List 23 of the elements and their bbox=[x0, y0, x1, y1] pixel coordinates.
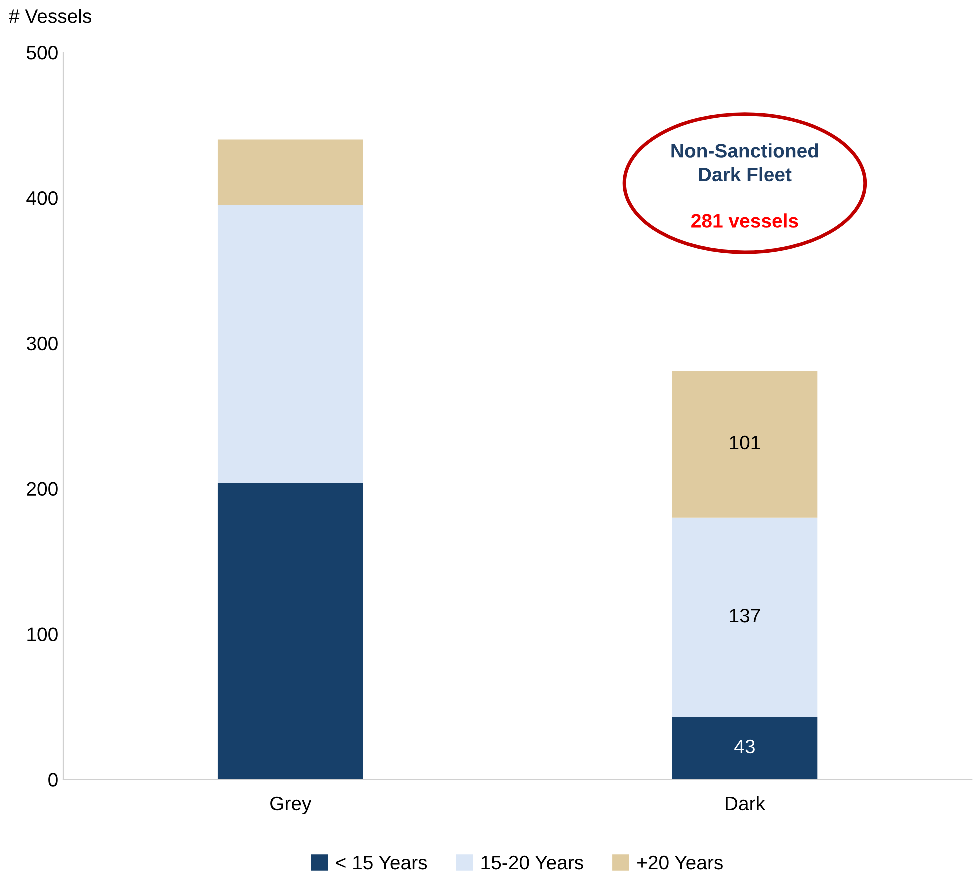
x-tick-label: Dark bbox=[726, 796, 766, 811]
y-tick-label: 300 bbox=[26, 336, 58, 351]
y-tick-label: 500 bbox=[26, 46, 58, 60]
bar bbox=[218, 482, 364, 780]
bar bbox=[672, 518, 818, 718]
data-label: 43 bbox=[734, 740, 755, 754]
data-label: 101 bbox=[730, 436, 760, 450]
legend-label: 15-20 Years bbox=[482, 856, 584, 870]
bar bbox=[218, 205, 364, 483]
bar bbox=[672, 371, 818, 518]
y-tick-label: 100 bbox=[28, 628, 58, 642]
legend-label: < 15 Years bbox=[336, 856, 428, 870]
bar bbox=[218, 140, 364, 206]
legend-label: +20 Years bbox=[638, 856, 723, 870]
bar bbox=[672, 717, 818, 780]
x-tick-label: Grey bbox=[270, 796, 312, 814]
annotation: Non-Sanctioned Dark Fleet bbox=[672, 144, 818, 182]
y-axis-title: # Vessels bbox=[9, 8, 92, 24]
y-tick-label: 200 bbox=[27, 482, 58, 496]
y-tick-label: 0 bbox=[48, 773, 58, 787]
annotation: 281 vessels bbox=[692, 214, 798, 228]
data-label: 137 bbox=[730, 608, 760, 623]
y-tick-label: 400 bbox=[26, 191, 58, 206]
